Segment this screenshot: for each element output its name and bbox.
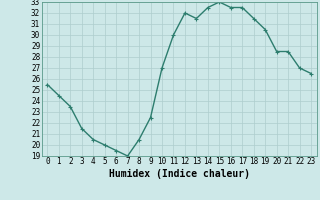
X-axis label: Humidex (Indice chaleur): Humidex (Indice chaleur)	[109, 169, 250, 179]
